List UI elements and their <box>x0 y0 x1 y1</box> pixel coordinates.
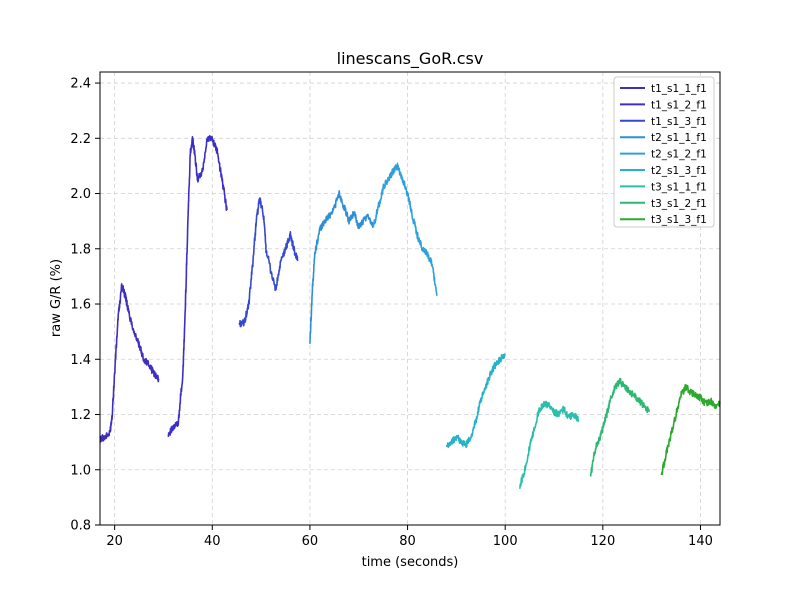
y-tick-label: 1.6 <box>70 298 91 313</box>
legend-label: t3_s1_2_f1 <box>651 198 707 210</box>
series-line <box>589 377 650 477</box>
x-tick-label: 100 <box>493 534 518 549</box>
series-line <box>372 162 438 296</box>
series-line <box>519 400 580 489</box>
legend-label: t1_s1_1_f1 <box>651 83 707 95</box>
series-line <box>238 197 299 328</box>
plot-area: 20 40 60 80 100 120 140 0.8 1.0 1.2 1.4 1.6 1.8 2.0 2.… <box>70 71 721 549</box>
chart-title: linescans_GoR.csv <box>337 49 484 69</box>
y-tick-label: 1.8 <box>70 242 91 257</box>
y-tick-label: 2.0 <box>70 187 91 202</box>
legend-label: t3_s1_1_f1 <box>651 181 707 193</box>
series-line <box>445 353 506 449</box>
x-tick-label: 80 <box>399 534 416 549</box>
y-tick-label: 0.8 <box>70 519 91 534</box>
x-tick-label: 140 <box>688 534 713 549</box>
legend-label: t2_s1_2_f1 <box>651 149 707 161</box>
series-line <box>309 190 374 344</box>
y-tick-label: 2.4 <box>70 77 91 92</box>
y-tick-label: 1.0 <box>70 463 91 478</box>
y-tick-label: 1.4 <box>70 353 91 368</box>
legend-label: t1_s1_2_f1 <box>651 99 707 111</box>
x-tick-label: 120 <box>590 534 615 549</box>
y-axis-label: raw G/R (%) <box>49 259 64 337</box>
x-tick-label: 40 <box>204 534 221 549</box>
y-tick-label: 1.2 <box>70 408 91 423</box>
x-tick-label: 20 <box>106 534 123 549</box>
legend-box <box>613 76 715 228</box>
legend-label: t2_s1_3_f1 <box>651 165 707 177</box>
series-line <box>99 283 160 443</box>
series-line <box>660 383 721 476</box>
y-tick-label: 2.2 <box>70 132 91 147</box>
series-line <box>167 134 228 437</box>
legend-label: t3_s1_3_f1 <box>651 214 707 226</box>
x-axis-label: time (seconds) <box>362 555 459 570</box>
x-tick-label: 60 <box>302 534 319 549</box>
legend-label: t2_s1_1_f1 <box>651 132 707 144</box>
legend-label: t1_s1_3_f1 <box>651 116 707 128</box>
axes-frame <box>99 71 721 526</box>
